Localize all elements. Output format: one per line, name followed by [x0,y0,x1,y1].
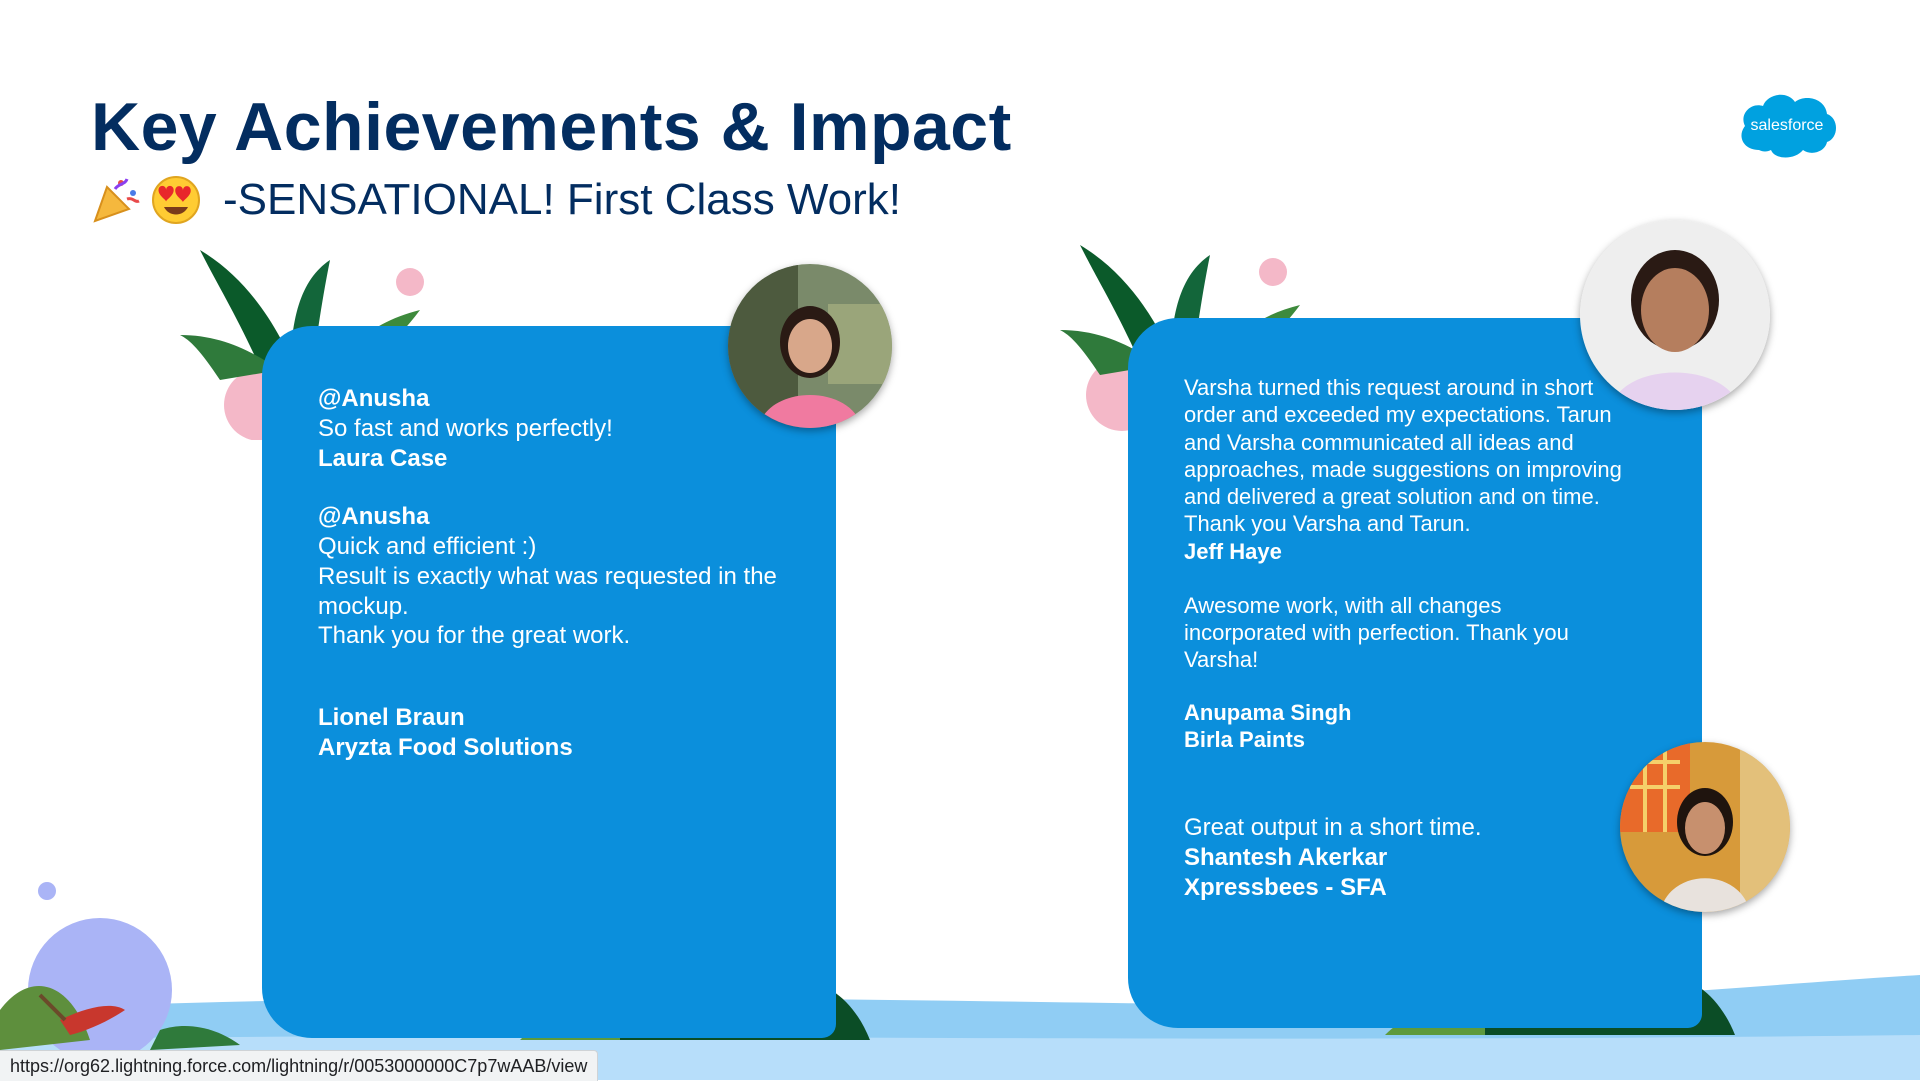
testimonial-card-right: Varsha turned this request around in sho… [1128,318,1702,1028]
handle-anusha: @Anusha [318,385,430,412]
testimonial-company: Xpressbees - SFA [1184,873,1387,901]
testimonial-message: Awesome work, with all changes incorpora… [1184,592,1569,673]
slide-title: Key Achievements & Impact [91,89,1012,165]
heart-eyes-icon [152,176,200,224]
testimonial-message: So fast and works perfectly! [318,414,613,442]
testimonial-message: Thank you for the great work. [318,622,631,650]
bottom-left-decoration [0,882,240,1050]
testimonial-author: Anupama Singh [1184,699,1352,725]
status-bar-url: https://org62.lightning.force.com/lightn… [0,1050,599,1081]
testimonial-author: Lionel Braun [318,704,465,731]
avatar-photo-left [728,264,892,428]
testimonial-message: Varsha turned this request around in sho… [1184,375,1622,537]
testimonial-message: Quick and efficient :) [318,533,537,560]
testimonial-author: Shantesh Akerkar [1184,843,1388,871]
testimonial-message: Great output in a short time. [1184,814,1482,842]
party-popper-icon [93,178,140,223]
avatar-photo-right-bottom [1620,742,1790,912]
salesforce-logo: salesforce [1741,94,1836,158]
testimonial-card-left: @Anusha So fast and works perfectly! Lau… [262,326,836,1038]
salesforce-logo-text: salesforce [1751,117,1824,134]
slide-subtitle: -SENSATIONAL! First Class Work! [91,170,901,230]
testimonial-company: Aryzta Food Solutions [318,733,573,761]
subtitle-text: -SENSATIONAL! First Class Work! [223,175,902,224]
testimonial-message: Result is exactly what was requested in … [318,562,777,620]
testimonial-author: Jeff Haye [1184,538,1282,564]
testimonial-company: Birla Paints [1184,726,1306,752]
avatar-photo-right-top [1580,220,1770,410]
handle-anusha: @Anusha [318,503,430,531]
testimonial-author: Laura Case [318,444,448,472]
